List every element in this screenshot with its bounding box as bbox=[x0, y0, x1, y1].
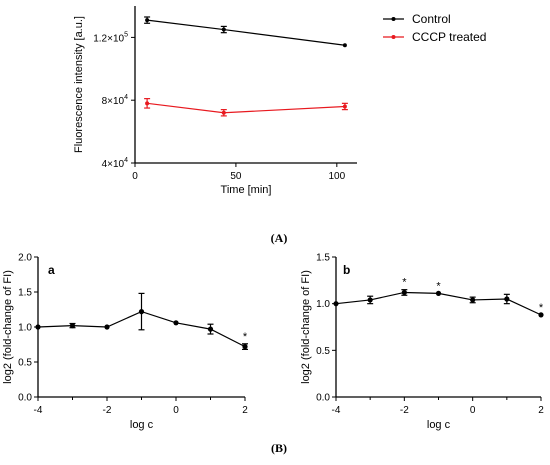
data-point bbox=[470, 297, 476, 303]
series-control bbox=[144, 16, 347, 48]
data-point bbox=[35, 324, 41, 330]
data-point bbox=[401, 289, 407, 296]
y-tick-label-mantissa: 8×10 bbox=[102, 96, 125, 107]
data-point bbox=[538, 312, 544, 318]
data-point bbox=[207, 326, 214, 332]
data-point bbox=[145, 101, 150, 106]
x-axis-title: Time [min] bbox=[221, 184, 272, 196]
legend-marker bbox=[391, 17, 396, 21]
y-tick-label: 8×104 bbox=[102, 94, 129, 107]
data-point bbox=[333, 301, 339, 307]
y-tick-label: 2.0 bbox=[18, 253, 32, 264]
series-0 bbox=[35, 292, 248, 350]
x-tick-label: -4 bbox=[332, 405, 341, 416]
legend-label: CCCP treated bbox=[412, 30, 486, 44]
y-tick-label: 0.5 bbox=[316, 346, 330, 357]
y-tick-label-exponent: 5 bbox=[124, 31, 128, 38]
x-tick-label: 50 bbox=[230, 171, 242, 182]
y-tick-label: 0.5 bbox=[18, 358, 32, 369]
series-line bbox=[147, 19, 345, 46]
significance-star: * bbox=[539, 302, 544, 314]
legend-label: Control bbox=[412, 12, 451, 26]
x-tick-label: -2 bbox=[103, 405, 112, 416]
series-0 bbox=[333, 289, 544, 318]
x-tick-label: 0 bbox=[470, 405, 476, 416]
chart-B-b: 0.0 0.5 1.0 1.5 -4 -2 0 2 log c log2 (fold-change… bbox=[300, 253, 544, 432]
data-point bbox=[221, 27, 226, 32]
data-point bbox=[173, 320, 179, 326]
significance-star: * bbox=[436, 280, 441, 292]
x-tick-label: 2 bbox=[538, 405, 544, 416]
y-tick-label: 1.2×105 bbox=[93, 31, 128, 44]
caption-b: (B) bbox=[271, 441, 287, 455]
y-tick-label: 1.0 bbox=[18, 323, 32, 334]
data-point bbox=[342, 104, 347, 109]
x-tick-label: -2 bbox=[400, 405, 409, 416]
y-tick-label-exponent: 4 bbox=[124, 157, 128, 164]
x-tick-label: -4 bbox=[34, 405, 43, 416]
x-tick-label: 2 bbox=[242, 405, 248, 416]
panel-letter: a bbox=[48, 263, 55, 277]
x-tick-label: 100 bbox=[328, 171, 345, 182]
data-point bbox=[104, 324, 110, 330]
y-tick-label: 0.0 bbox=[316, 393, 330, 404]
data-point bbox=[504, 296, 510, 302]
y-tick-label-mantissa: 4×10 bbox=[102, 159, 125, 170]
series-line bbox=[147, 102, 345, 114]
data-point bbox=[145, 18, 150, 23]
data-point bbox=[342, 43, 347, 48]
x-tick-label: 0 bbox=[173, 405, 179, 416]
y-tick-label: 1.5 bbox=[316, 253, 330, 264]
y-tick-label: 0.0 bbox=[18, 393, 32, 404]
y-tick-label-mantissa: 1.2×10 bbox=[93, 33, 124, 44]
data-point bbox=[435, 290, 442, 296]
data-point bbox=[69, 323, 76, 329]
data-point bbox=[242, 344, 248, 350]
y-tick-label-exponent: 4 bbox=[124, 94, 128, 101]
y-axis-title: log2 (fold-change of FI) bbox=[2, 270, 14, 384]
legend-entry: CCCP treated bbox=[383, 30, 486, 44]
data-point bbox=[221, 110, 226, 115]
y-tick-label: 1.5 bbox=[18, 288, 32, 299]
panel-letter: b bbox=[343, 263, 350, 277]
y-tick-label: 4×104 bbox=[102, 157, 129, 170]
caption-a: (A) bbox=[271, 231, 288, 245]
chart-B-a: 0.0 0.5 1.0 1.5 2.0 -4 -2 0 2 log c log2 (fold-cha… bbox=[2, 253, 248, 432]
legend-marker bbox=[391, 35, 396, 39]
x-axis-title: log c bbox=[427, 419, 451, 431]
data-point bbox=[138, 309, 145, 315]
data-point bbox=[367, 297, 373, 303]
x-tick-label: 0 bbox=[132, 171, 138, 182]
series-cccp-treated bbox=[144, 98, 348, 117]
significance-star: * bbox=[243, 331, 248, 343]
y-tick-label: 1.0 bbox=[316, 299, 330, 310]
legend-entry: Control bbox=[383, 12, 451, 26]
significance-star: * bbox=[402, 277, 407, 289]
y-axis-title: log2 (fold-change of FI) bbox=[300, 270, 312, 384]
y-axis-title: Fluorescence intensity [a.u.] bbox=[73, 16, 85, 153]
x-axis-title: log c bbox=[130, 419, 154, 431]
